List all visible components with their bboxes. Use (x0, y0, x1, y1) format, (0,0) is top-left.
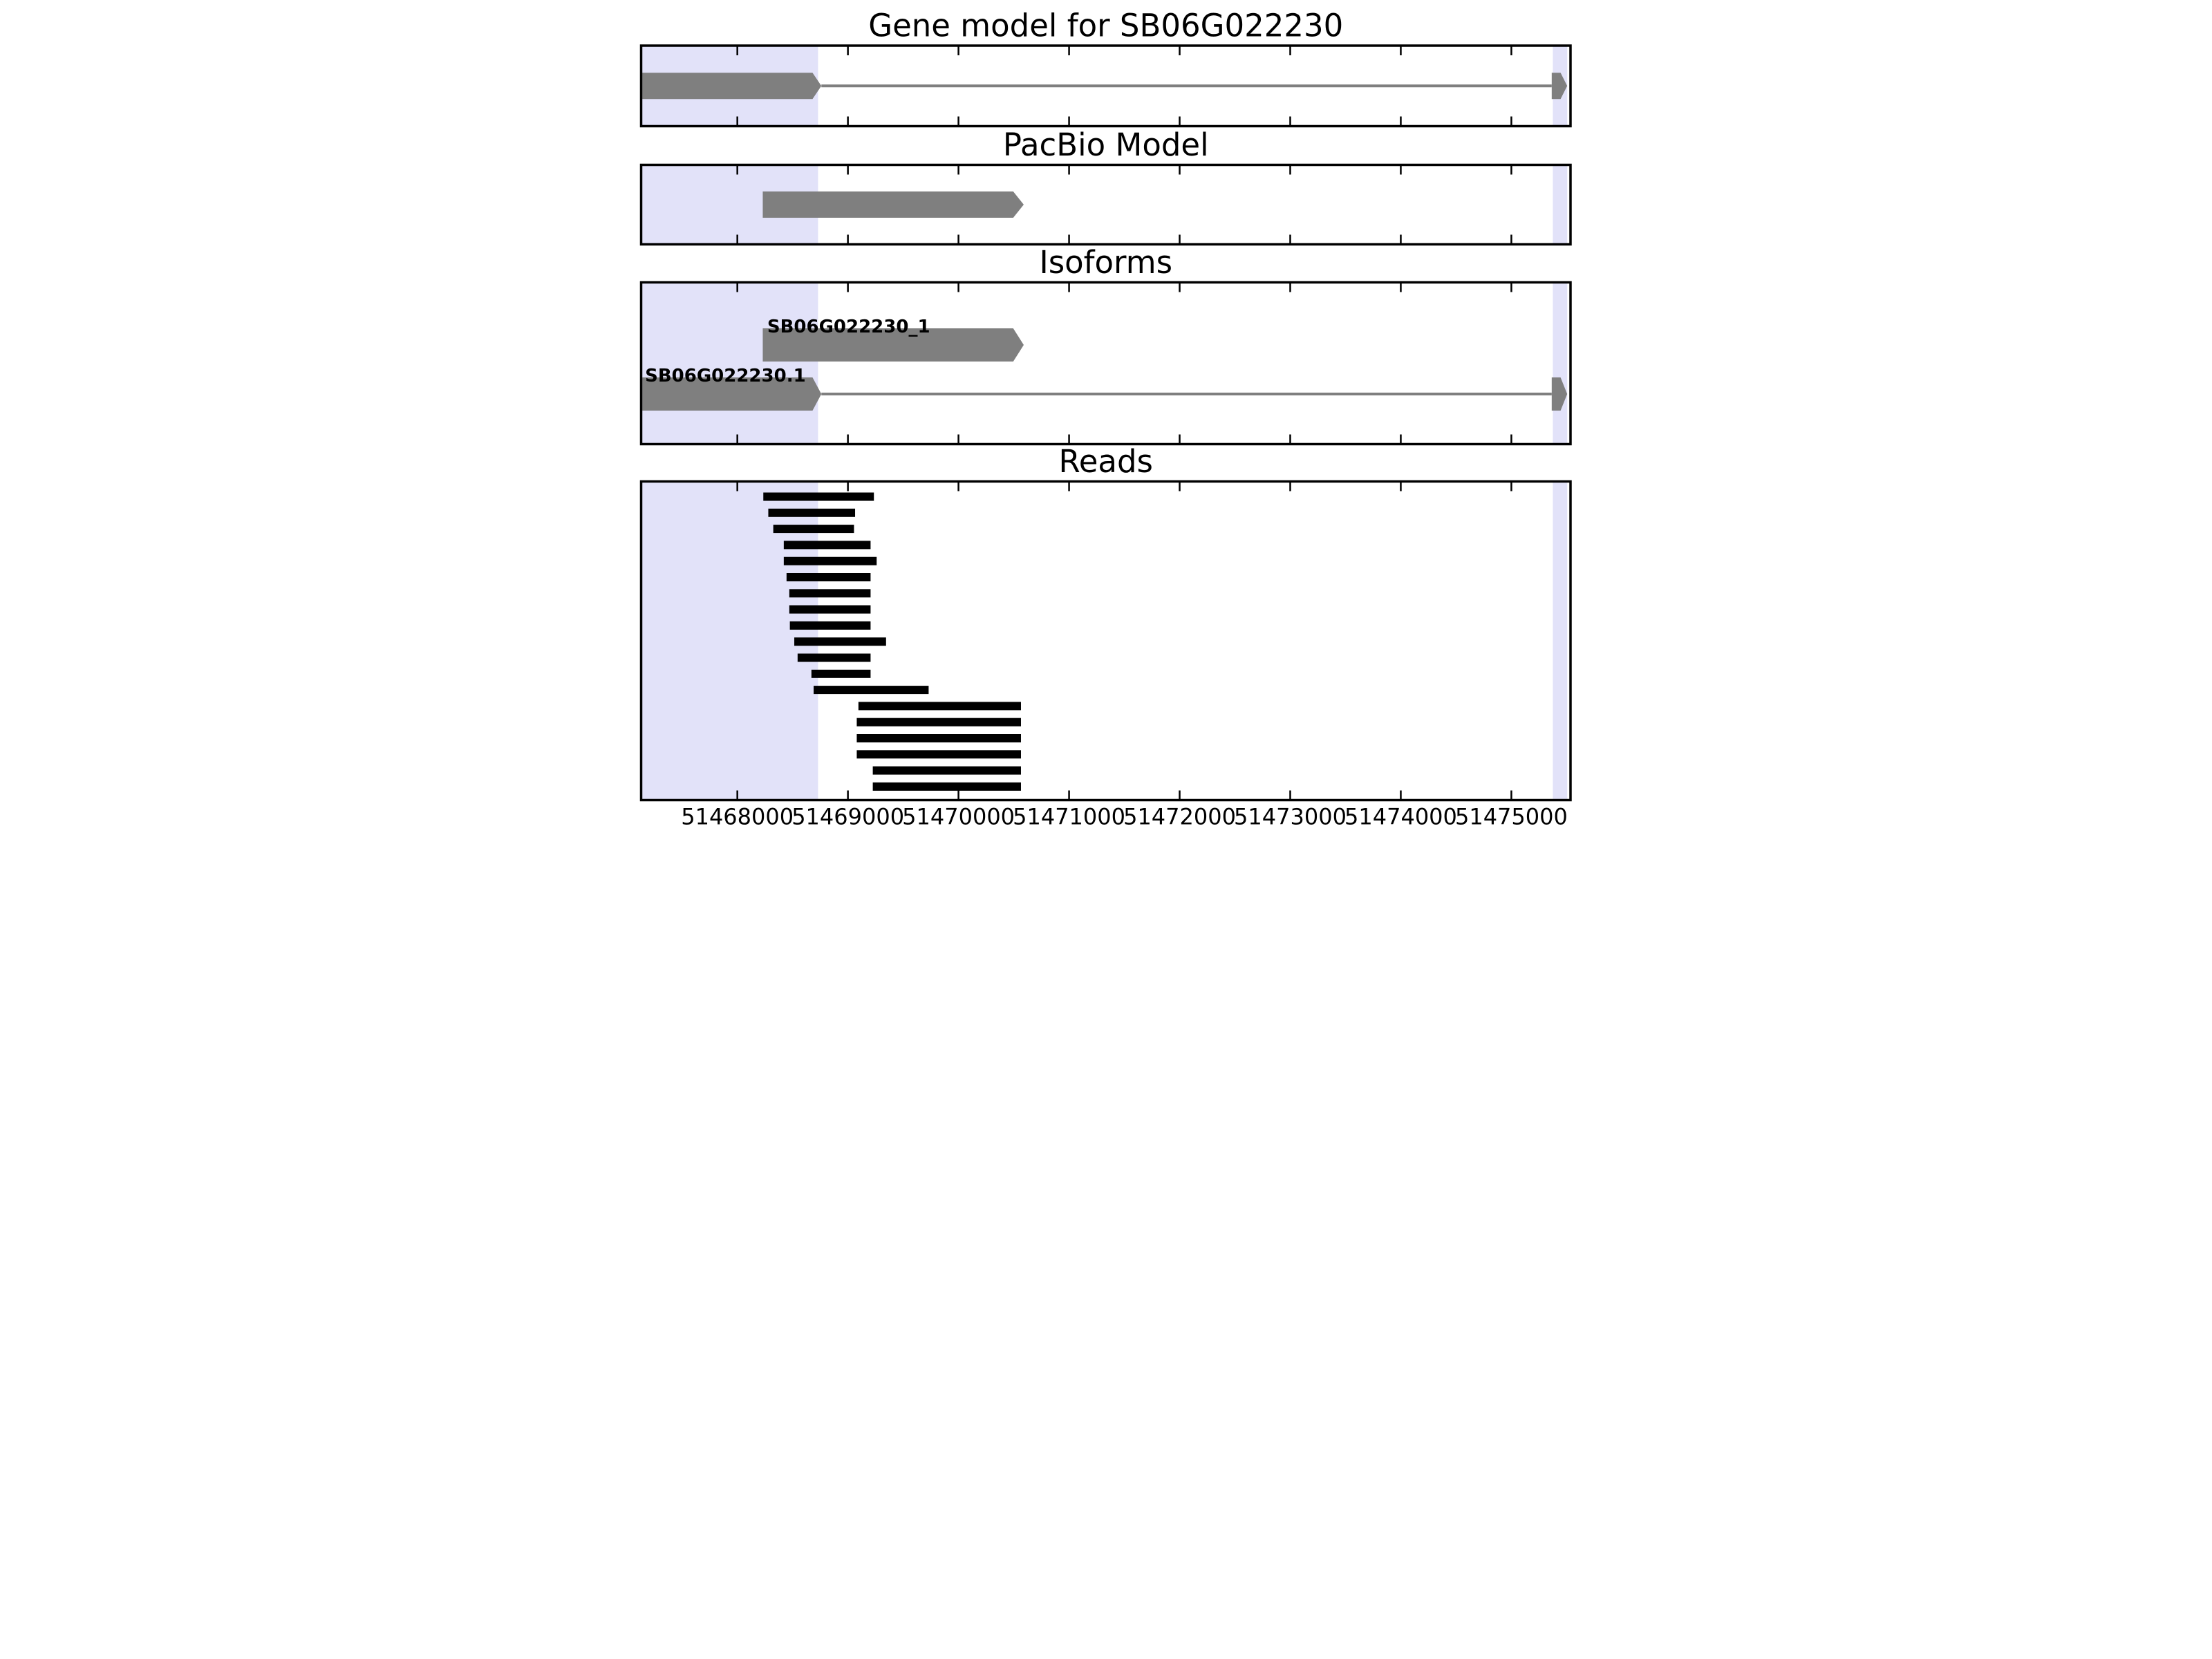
x-tick-label: 51472000 (1123, 804, 1236, 830)
panel-pacbio-model: PacBio Model (639, 126, 1572, 246)
read-bar (872, 782, 1021, 791)
panel-border (639, 163, 1572, 246)
read-bar (814, 686, 929, 695)
isoform-label: SB06G022230.1 (645, 366, 806, 386)
read-bar (797, 653, 871, 662)
read-bar (786, 573, 871, 581)
feature-SB06G022230.1: SB06G022230.1 (642, 366, 1568, 411)
x-tick-label: 51473000 (1234, 804, 1347, 830)
panel-border (639, 281, 1572, 446)
read-bar (856, 734, 1021, 742)
panel-gene-model: Gene model for SB06G022230 (639, 8, 1572, 128)
x-tick-label: 51470000 (902, 804, 1015, 830)
x-tick-label: 51468000 (681, 804, 794, 830)
terminal-exon-arrow (1551, 73, 1568, 100)
highlight-band-gene-start-region (642, 282, 818, 444)
panel-title-reads: Reads (1058, 443, 1153, 480)
panel-border (639, 44, 1572, 128)
read-bar (858, 702, 1021, 711)
exon-arrow (642, 377, 822, 411)
feature-gene-model (642, 73, 1568, 100)
x-tick-label: 51475000 (1455, 804, 1568, 830)
x-tick-label: 51469000 (791, 804, 904, 830)
x-tick-label: 51474000 (1344, 804, 1457, 830)
highlight-band-gene-end-region (1553, 481, 1568, 800)
read-bar (783, 556, 877, 565)
read-bar (789, 621, 871, 630)
highlight-band-gene-start-region (642, 481, 818, 800)
panel-border (639, 480, 1572, 802)
read-bar (856, 750, 1021, 759)
transcript-arrow (762, 328, 1024, 362)
highlight-band-gene-end-region (1553, 165, 1568, 245)
read-bar (768, 508, 856, 517)
read-bar (794, 637, 886, 646)
transcript-arrow (762, 191, 1024, 218)
read-bar (856, 718, 1021, 727)
read-bar (872, 766, 1021, 775)
read-bar (789, 589, 871, 598)
panel-title-pacbio-model: PacBio Model (1003, 126, 1209, 163)
feature-pacbio-model (762, 191, 1024, 218)
read-bar (783, 541, 871, 550)
panel-title-gene-model: Gene model for SB06G022230 (868, 8, 1343, 44)
feature-SB06G022230_1: SB06G022230_1 (762, 317, 1024, 362)
panel-title-isoforms: Isoforms (1039, 244, 1172, 281)
terminal-exon-arrow (1551, 377, 1568, 411)
x-axis-tick-labels: 5146800051469000514700005147100051472000… (681, 804, 1568, 830)
figure-container: Gene model for SB06G022230 PacBio Model SB… (553, 0, 1659, 830)
exon-arrow (642, 73, 822, 100)
read-bar (773, 525, 854, 534)
highlight-band-gene-end-region (1553, 282, 1568, 444)
x-tick-label: 51471000 (1013, 804, 1125, 830)
panel-reads: Reads (639, 443, 1572, 802)
gene-model-figure: Gene model for SB06G022230 PacBio Model SB… (553, 0, 1659, 830)
panel-isoforms: SB06G022230_1 SB06G022230.1 Isoforms (639, 244, 1572, 446)
read-bar (789, 605, 871, 614)
isoform-label: SB06G022230_1 (767, 317, 930, 337)
read-bar (763, 492, 874, 501)
read-bar (811, 669, 871, 678)
